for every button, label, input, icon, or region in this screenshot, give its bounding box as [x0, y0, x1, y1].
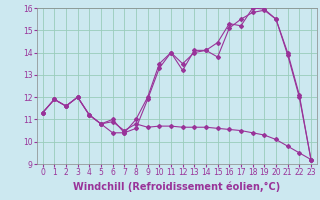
X-axis label: Windchill (Refroidissement éolien,°C): Windchill (Refroidissement éolien,°C)	[73, 181, 280, 192]
